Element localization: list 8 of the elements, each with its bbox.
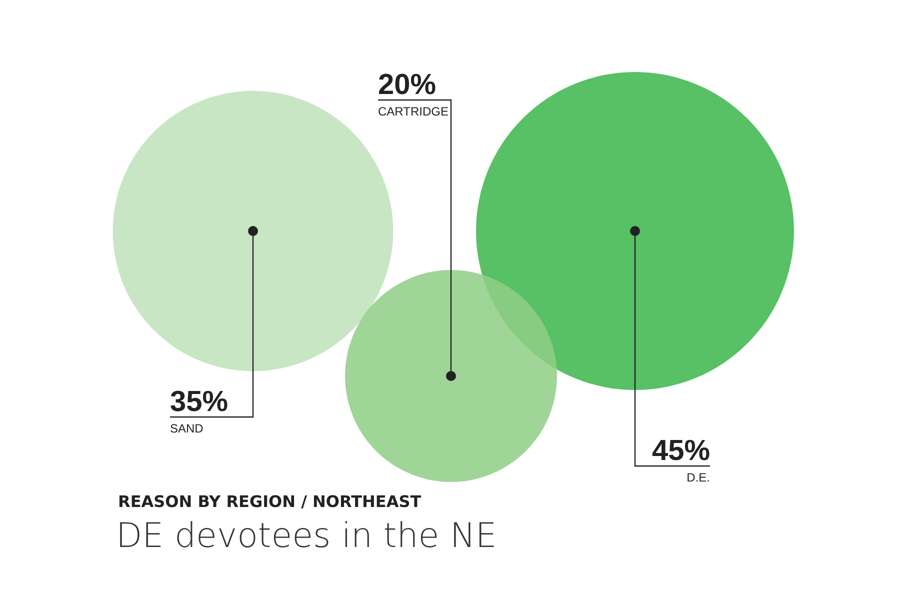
category-label: CARTRIDGE xyxy=(378,104,448,118)
data-label: 45% xyxy=(652,435,710,467)
text: DE devotees in the NE xyxy=(116,516,497,556)
text: REASON BY REGION / NORTHEAST xyxy=(118,492,422,511)
category-label: SAND xyxy=(170,421,204,436)
category-label: D.E. xyxy=(686,470,710,484)
data-label: 20% xyxy=(378,69,436,101)
data-label: 35% xyxy=(170,386,228,418)
